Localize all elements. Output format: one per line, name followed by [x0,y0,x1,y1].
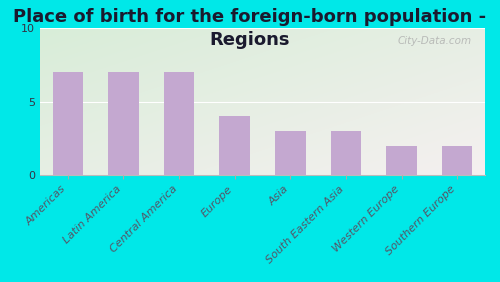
Bar [386,146,417,175]
Text: City-Data.com: City-Data.com [398,36,471,45]
Bar [220,116,250,175]
Text: Place of birth for the foreign-born population -
Regions: Place of birth for the foreign-born popu… [14,8,486,49]
Bar [52,72,83,175]
Bar [164,72,194,175]
Bar [442,146,472,175]
Bar [275,131,306,175]
Bar [330,131,361,175]
Bar [108,72,138,175]
